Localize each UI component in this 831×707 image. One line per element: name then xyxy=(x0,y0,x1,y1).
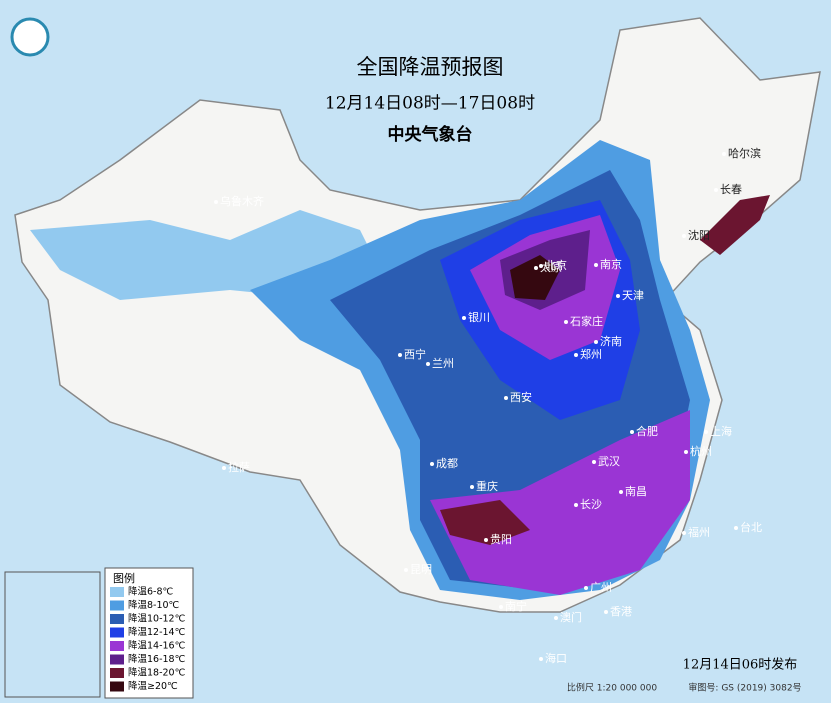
city-label: 哈尔滨 xyxy=(728,146,761,160)
city-dot xyxy=(722,152,726,156)
legend-swatch xyxy=(110,668,124,678)
city-dot xyxy=(714,188,718,192)
city-label: 杭州 xyxy=(690,444,712,458)
legend-label: 降温18-20℃ xyxy=(128,667,186,679)
city-dot xyxy=(499,605,503,609)
city-dot xyxy=(592,460,596,464)
area xyxy=(700,195,770,255)
legend-swatch xyxy=(110,600,124,611)
city-dot xyxy=(704,430,708,434)
city-dot xyxy=(682,531,686,535)
period: 12月14日08时—17日08时 xyxy=(325,94,535,114)
area xyxy=(510,255,560,300)
logo xyxy=(10,17,50,57)
city-label: 台北 xyxy=(740,520,762,534)
city-label: 广州 xyxy=(590,581,612,594)
area xyxy=(430,410,690,595)
city-dot xyxy=(604,610,608,614)
city-label: 石家庄 xyxy=(570,314,603,328)
legend-swatch xyxy=(110,641,124,651)
city-label: 香港 xyxy=(610,605,632,618)
city-dot xyxy=(584,586,588,590)
city-label: 西安 xyxy=(510,390,532,404)
city-dot xyxy=(539,657,543,661)
legend: 降温6-8℃降温8-10℃降温10-12℃降温12-14℃降温14-16℃降温1… xyxy=(110,586,186,692)
city-dot xyxy=(616,294,620,298)
city-label: 郑州 xyxy=(580,347,602,361)
city-label: 海口 xyxy=(545,651,567,665)
inset-map xyxy=(4,571,101,698)
city-label: 天津 xyxy=(622,289,644,302)
cooling-areas xyxy=(30,140,770,600)
scale: 比例尺 1:20 000 000 xyxy=(567,682,657,694)
legend-label: 降温6-8℃ xyxy=(128,586,174,598)
legend-label: 降温16-18℃ xyxy=(128,653,186,665)
city-label: 上海 xyxy=(710,424,732,438)
title: 全国降温预报图 xyxy=(357,55,504,79)
city-dot xyxy=(404,568,408,572)
legend-label: 降温≥20℃ xyxy=(128,680,178,692)
area xyxy=(440,500,530,545)
city-label: 拉萨 xyxy=(228,460,250,474)
review: 审图号: GS (2019) 3082号 xyxy=(688,682,801,694)
city-label: 西宁 xyxy=(404,347,426,361)
city-label: 济南 xyxy=(600,334,622,348)
city-dot xyxy=(682,234,686,238)
city-dot xyxy=(684,450,688,454)
city-dot xyxy=(504,396,508,400)
city-dot xyxy=(594,263,598,267)
city-label: 武汉 xyxy=(598,455,620,468)
legend-swatch xyxy=(110,681,124,692)
city-dot xyxy=(554,616,558,620)
city-dot xyxy=(539,264,543,268)
city-dot xyxy=(564,320,568,324)
legend-label: 降温10-12℃ xyxy=(128,613,186,625)
release: 12月14日06时发布 xyxy=(683,657,798,673)
city-label: 重庆 xyxy=(476,479,498,493)
city-dot xyxy=(426,362,430,366)
city-label: 太原 xyxy=(540,261,562,274)
city-dot xyxy=(484,538,488,542)
legend-swatch xyxy=(110,654,124,665)
city-label: 兰州 xyxy=(432,357,454,370)
city-dot xyxy=(398,353,402,357)
city-dot xyxy=(574,503,578,507)
city-label: 成都 xyxy=(436,457,458,470)
city-label: 贵阳 xyxy=(490,533,512,546)
city-label: 合肥 xyxy=(636,424,658,438)
city-dot xyxy=(574,353,578,357)
city-dot xyxy=(734,526,738,530)
city-label: 沈阳 xyxy=(688,228,710,242)
city-dot xyxy=(214,200,218,204)
city-dot xyxy=(462,316,466,320)
agency: 中央气象台 xyxy=(388,124,473,145)
city-label: 乌鲁木齐 xyxy=(220,194,264,208)
city-label: 南宁 xyxy=(505,599,527,613)
city-dot xyxy=(222,466,226,470)
legend-label: 降温14-16℃ xyxy=(128,640,186,652)
city-label: 南昌 xyxy=(625,485,647,498)
city-dot xyxy=(534,266,538,270)
city-dot xyxy=(619,490,623,494)
city-label: 福州 xyxy=(688,525,710,539)
legend-swatch xyxy=(110,627,124,638)
city-dot xyxy=(470,485,474,489)
legend-swatch xyxy=(110,587,124,597)
city-label: 南京 xyxy=(600,257,622,271)
city-label: 长沙 xyxy=(580,498,602,511)
city-label: 银川 xyxy=(468,310,490,324)
city-dot xyxy=(430,462,434,466)
legend-label: 降温8-10℃ xyxy=(128,599,180,611)
city-dot xyxy=(630,430,634,434)
legend-title: 图例 xyxy=(113,571,135,585)
city-dot xyxy=(594,340,598,344)
city-label: 北京 xyxy=(545,258,567,272)
city-label: 长春 xyxy=(720,183,742,196)
legend-label: 降温12-14℃ xyxy=(128,626,186,638)
city-label: 昆明 xyxy=(410,563,432,576)
city-label: 澳门 xyxy=(560,610,582,624)
legend-swatch xyxy=(110,614,124,624)
